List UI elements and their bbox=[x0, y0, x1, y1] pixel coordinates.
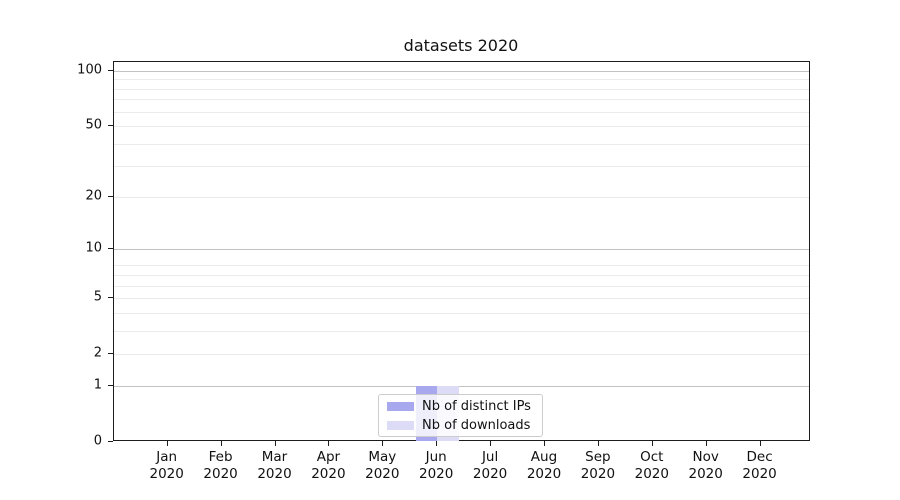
x-tick-label: Oct 2020 bbox=[634, 449, 669, 482]
minor-gridline bbox=[114, 265, 809, 267]
x-tick-mark bbox=[490, 441, 492, 446]
minor-gridline bbox=[114, 285, 809, 287]
x-tick-label-year: 2020 bbox=[472, 466, 508, 482]
y-tick-mark bbox=[108, 297, 113, 298]
minor-gridline bbox=[114, 143, 809, 145]
y-tick-mark bbox=[108, 196, 113, 198]
plot-area bbox=[113, 61, 810, 441]
minor-gridline bbox=[114, 165, 809, 167]
major-gridline bbox=[114, 71, 809, 72]
y-tick-mark bbox=[108, 352, 113, 354]
y-tick-mark bbox=[108, 70, 113, 71]
x-tick-mark bbox=[597, 441, 599, 446]
x-tick-label: Sep 2020 bbox=[580, 449, 616, 482]
x-tick-label: Jun 2020 bbox=[419, 449, 454, 482]
legend-item-downloads: Nb of downloads bbox=[387, 417, 534, 433]
x-tick-label-year: 2020 bbox=[580, 466, 616, 482]
y-tick-label: 5 bbox=[93, 289, 102, 305]
legend-swatch-downloads bbox=[387, 420, 414, 430]
major-gridline bbox=[114, 249, 809, 251]
x-tick-label: Feb 2020 bbox=[203, 449, 238, 482]
minor-gridline bbox=[114, 298, 809, 299]
x-tick-label-year: 2020 bbox=[149, 466, 184, 482]
legend: Nb of distinct IPs Nb of downloads bbox=[378, 394, 543, 437]
x-tick-mark bbox=[166, 441, 168, 446]
x-tick-mark bbox=[651, 441, 653, 446]
x-tick-mark bbox=[220, 441, 222, 446]
minor-gridline bbox=[114, 99, 809, 101]
y-tick-label: 100 bbox=[77, 62, 102, 78]
minor-gridline bbox=[114, 312, 809, 314]
x-tick-label-year: 2020 bbox=[257, 466, 292, 482]
x-tick-label: Apr 2020 bbox=[311, 449, 346, 482]
minor-gridline bbox=[114, 111, 809, 113]
x-tick-label-year: 2020 bbox=[365, 466, 400, 482]
x-tick-label: Jan 2020 bbox=[149, 449, 184, 482]
x-tick-label: May 2020 bbox=[365, 449, 400, 482]
x-tick-label: Mar 2020 bbox=[257, 449, 292, 482]
x-tick-label-year: 2020 bbox=[311, 466, 346, 482]
y-tick-label: 20 bbox=[85, 188, 102, 204]
y-tick-mark bbox=[108, 124, 113, 126]
minor-gridline bbox=[114, 125, 809, 127]
y-tick-mark bbox=[108, 441, 113, 442]
x-tick-label-year: 2020 bbox=[526, 466, 562, 482]
x-tick-mark bbox=[705, 441, 707, 446]
x-tick-label: Jul 2020 bbox=[472, 449, 508, 482]
x-tick-mark bbox=[382, 441, 384, 446]
x-tick-label-year: 2020 bbox=[742, 466, 777, 482]
legend-item-distinct-ips: Nb of distinct IPs bbox=[387, 398, 534, 414]
x-tick-label: Dec 2020 bbox=[742, 449, 777, 482]
x-tick-mark bbox=[436, 441, 438, 446]
minor-gridline bbox=[114, 197, 809, 199]
y-tick-label: 0 bbox=[93, 433, 102, 449]
minor-gridline bbox=[114, 274, 809, 276]
x-tick-label: Nov 2020 bbox=[688, 449, 723, 482]
x-tick-mark bbox=[759, 441, 761, 446]
y-tick-mark bbox=[108, 385, 113, 387]
chart-title: datasets 2020 bbox=[403, 36, 519, 55]
legend-swatch-distinct-ips bbox=[387, 401, 414, 411]
minor-gridline bbox=[114, 330, 809, 332]
y-tick-label: 2 bbox=[93, 345, 102, 361]
minor-gridline bbox=[114, 88, 809, 90]
legend-label-distinct-ips: Nb of distinct IPs bbox=[422, 398, 531, 414]
minor-gridline bbox=[114, 353, 809, 355]
legend-label-downloads: Nb of downloads bbox=[422, 417, 531, 433]
x-tick-label-year: 2020 bbox=[688, 466, 723, 482]
x-tick-label: Aug 2020 bbox=[526, 449, 562, 482]
x-tick-label-year: 2020 bbox=[634, 466, 669, 482]
y-tick-label: 50 bbox=[85, 117, 102, 133]
minor-gridline bbox=[114, 79, 809, 81]
major-gridline bbox=[114, 386, 809, 388]
y-tick-label: 10 bbox=[85, 240, 102, 256]
y-tick-label: 1 bbox=[93, 377, 102, 393]
x-tick-label-year: 2020 bbox=[419, 466, 454, 482]
x-tick-mark bbox=[274, 441, 276, 446]
x-tick-mark bbox=[544, 441, 545, 446]
x-tick-label-year: 2020 bbox=[203, 466, 238, 482]
y-tick-mark bbox=[108, 248, 113, 250]
x-tick-mark bbox=[328, 441, 330, 446]
